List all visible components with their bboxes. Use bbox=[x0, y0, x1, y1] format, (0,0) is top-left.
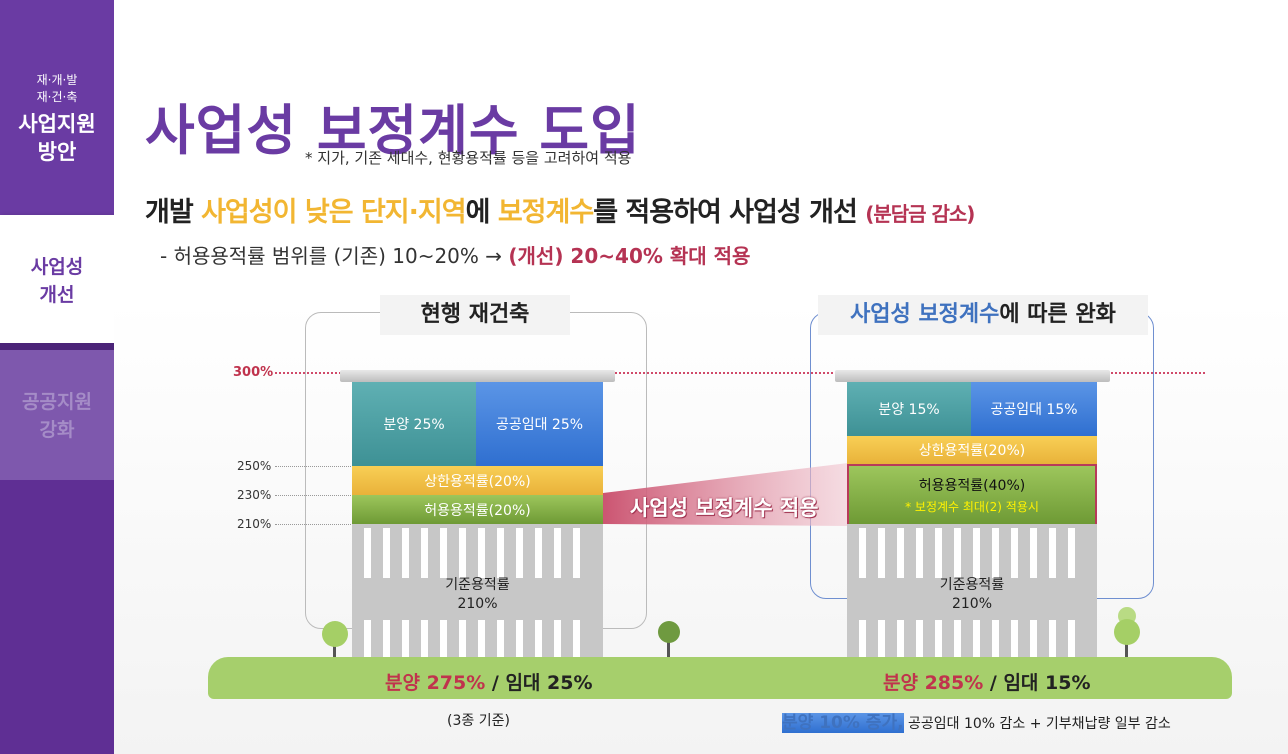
headline-part-2: 에 bbox=[465, 197, 498, 228]
left-base-label: 기준용적률 210% bbox=[352, 576, 603, 614]
right-base-block: 기준용적률 210% bbox=[847, 524, 1097, 660]
sidebar-item-business-improvement[interactable]: 사업성 개선 bbox=[0, 215, 114, 343]
left-sale-block: 분양 25% bbox=[352, 382, 476, 466]
right-label-blue: 사업성 보정계수 bbox=[850, 302, 1000, 327]
axis-label-300: 300% bbox=[233, 365, 274, 380]
axis-label-210: 210% bbox=[237, 517, 272, 531]
headline-highlight-1: 사업성이 낮은 단지·지역 bbox=[201, 197, 466, 228]
right-caption-rest: 공공임대 10% 감소 + 기부채납량 일부 감소 bbox=[903, 716, 1171, 732]
left-base-block: 기준용적률 210% bbox=[352, 524, 603, 660]
headline-tag: (분담금 감소) bbox=[865, 202, 975, 226]
sidebar-title-2: 방안 bbox=[37, 140, 77, 164]
right-window-stripes-top bbox=[859, 528, 1085, 578]
right-roof bbox=[835, 370, 1110, 382]
subheadline-highlight: (개선) 20~40% 확대 적용 bbox=[508, 244, 751, 268]
headline-highlight-2: 보정계수 bbox=[497, 197, 594, 228]
tree-icon bbox=[1114, 607, 1140, 660]
right-base-label-2: 210% bbox=[951, 596, 993, 612]
line-300 bbox=[275, 372, 1205, 374]
line-230 bbox=[275, 495, 353, 496]
headline-part-3: 를 적용하여 사업성 개선 bbox=[593, 197, 866, 228]
left-base-label-1: 기준용적률 bbox=[445, 577, 510, 593]
sidebar-item-label-4: 강화 bbox=[39, 419, 75, 441]
sidebar-divider bbox=[0, 343, 114, 350]
right-ground-sale: 분양 285% bbox=[883, 672, 984, 694]
right-rent-block: 공공임대 15% bbox=[971, 382, 1097, 436]
left-label: 현행 재건축 bbox=[380, 295, 570, 335]
axis-label-250: 250% bbox=[237, 459, 272, 473]
right-allowed-label: 허용용적률(40%) bbox=[918, 478, 1026, 494]
left-window-stripes-bottom bbox=[364, 620, 591, 660]
left-ground-sale: 분양 275% bbox=[385, 672, 486, 694]
ground-strip bbox=[208, 657, 1232, 699]
left-ground-label: 분양 275% / 임대 25% bbox=[385, 668, 593, 695]
right-caption: 분양 10% 증가, 공공임대 10% 감소 + 기부채납량 일부 감소 bbox=[782, 708, 1171, 733]
tree-icon bbox=[658, 621, 680, 660]
sidebar-item-label-1: 사업성 bbox=[30, 256, 84, 278]
left-rent-block: 공공임대 25% bbox=[476, 382, 603, 466]
tree-icon bbox=[322, 621, 348, 660]
right-base-label: 기준용적률 210% bbox=[847, 576, 1097, 614]
right-label-rest: 에 따른 완화 bbox=[999, 302, 1116, 327]
right-ground-label: 분양 285% / 임대 15% bbox=[883, 668, 1091, 695]
title-note: * 지가, 기존 세대수, 현황용적률 등을 고려하여 적용 bbox=[305, 149, 632, 167]
right-base-label-1: 기준용적률 bbox=[939, 577, 1005, 593]
left-caption: (3종 기준) bbox=[447, 713, 510, 729]
right-window-stripes-bottom bbox=[859, 620, 1085, 660]
right-label: 사업성 보정계수에 따른 완화 bbox=[818, 295, 1148, 335]
left-window-stripes-top bbox=[364, 528, 591, 578]
right-allowed-note: * 보정계수 최대(2) 적용시 bbox=[905, 500, 1039, 514]
right-sale-block: 분양 15% bbox=[847, 382, 971, 436]
sidebar-subtitle-2: 재·건·축 bbox=[36, 90, 78, 104]
right-upper-ratio-block: 상한용적률(20%) bbox=[847, 436, 1097, 464]
sidebar-title-1: 사업지원 bbox=[18, 112, 96, 136]
sidebar-item-label-2: 개선 bbox=[39, 284, 75, 306]
axis-label-230: 230% bbox=[237, 488, 272, 502]
right-ground-rest: / 임대 15% bbox=[983, 672, 1091, 694]
subheadline: - 허용용적률 범위를 (기존) 10~20% → (개선) 20~40% 확대… bbox=[160, 240, 750, 269]
line-250 bbox=[275, 466, 353, 467]
left-base-label-2: 210% bbox=[457, 596, 498, 612]
right-caption-highlight: 분양 10% 증가, bbox=[782, 713, 904, 733]
transition-wedge bbox=[603, 463, 848, 526]
left-allowed-ratio-block: 허용용적률(20%) bbox=[352, 495, 603, 524]
line-210 bbox=[275, 524, 353, 525]
subheadline-plain: - 허용용적률 범위를 (기존) 10~20% → bbox=[160, 244, 509, 268]
headline: 개발 사업성이 낮은 단지·지역에 보정계수를 적용하여 사업성 개선 (분담금… bbox=[145, 190, 975, 229]
sidebar-header: 재·개·발 재·건·축 사업지원 방안 bbox=[0, 0, 114, 215]
left-upper-ratio-block: 상한용적률(20%) bbox=[352, 466, 603, 495]
page-title: 사업성 보정계수 도입 bbox=[145, 99, 641, 162]
arrow-label: 사업성 보정계수 적용 bbox=[630, 496, 819, 520]
right-allowed-ratio-block: 허용용적률(40%) * 보정계수 최대(2) 적용시 bbox=[847, 464, 1097, 526]
headline-part-1: 개발 bbox=[145, 197, 202, 228]
left-ground-rest: / 임대 25% bbox=[485, 672, 593, 694]
left-roof bbox=[340, 370, 615, 382]
sidebar-subtitle-1: 재·개·발 bbox=[36, 73, 78, 87]
sidebar-item-public-support[interactable]: 공공지원 강화 bbox=[0, 350, 114, 480]
sidebar-item-label-3: 공공지원 bbox=[22, 391, 92, 413]
